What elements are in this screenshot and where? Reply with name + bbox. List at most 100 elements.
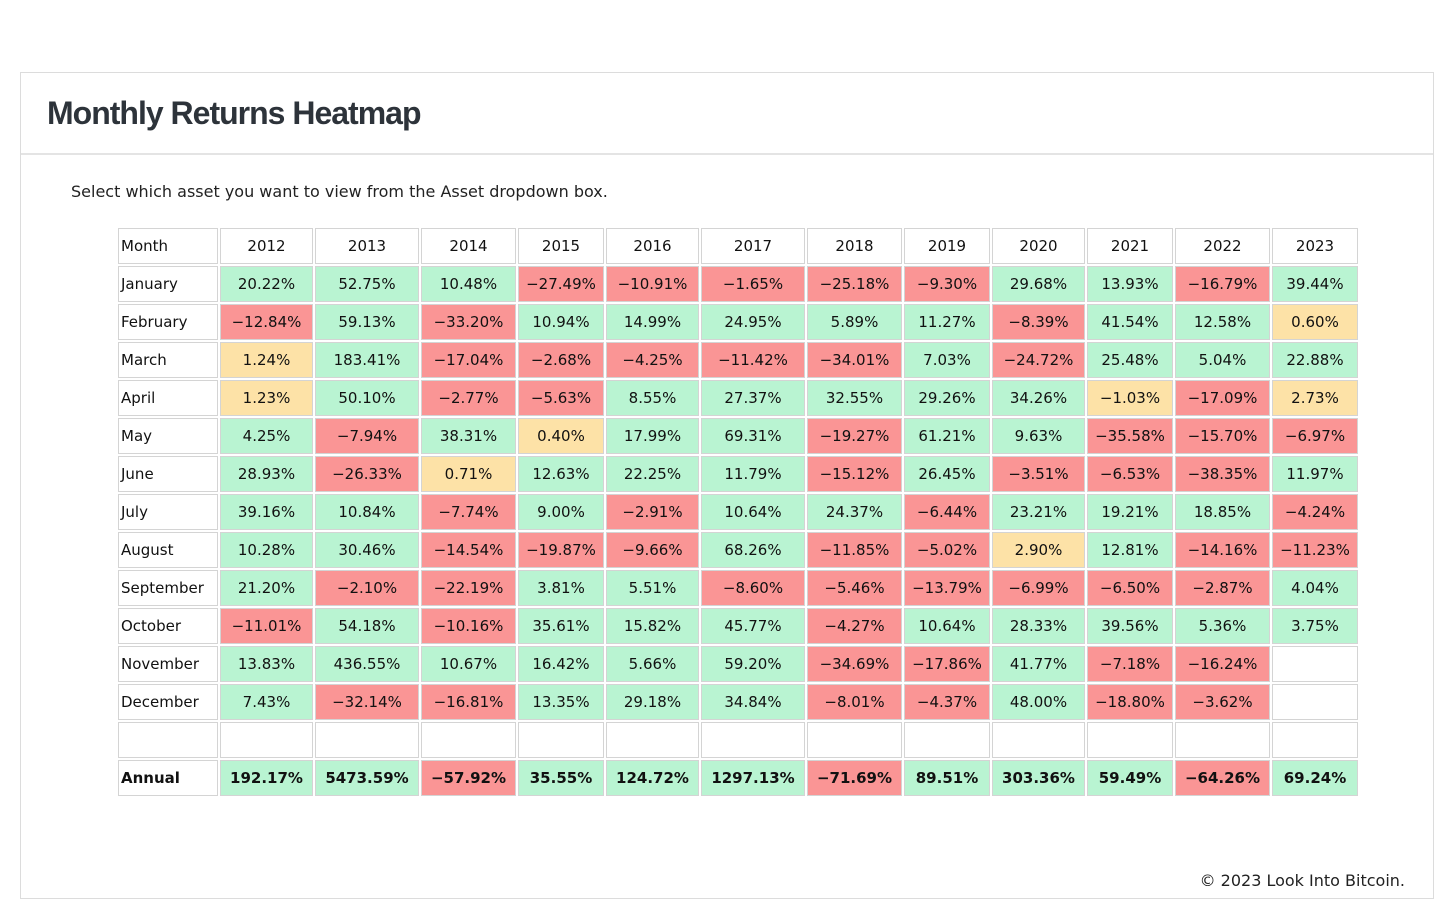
year-header-2016: 2016 <box>606 228 699 264</box>
heatmap-cell-january-2012: 20.22% <box>220 266 313 302</box>
heatmap-cell-may-2020: 9.63% <box>992 418 1085 454</box>
heatmap-cell-december-2021: −18.80% <box>1087 684 1173 720</box>
heatmap-cell-november-2022: −16.24% <box>1175 646 1270 682</box>
heatmap-cell-june-2017: 11.79% <box>701 456 805 492</box>
heatmap-cell-april-2016: 8.55% <box>606 380 699 416</box>
spacer-cell <box>518 722 604 758</box>
heatmap-cell-november-2021: −7.18% <box>1087 646 1173 682</box>
year-header-2017: 2017 <box>701 228 805 264</box>
heatmap-cell-january-2014: 10.48% <box>421 266 516 302</box>
heatmap-cell-april-2019: 29.26% <box>904 380 990 416</box>
year-header-2012: 2012 <box>220 228 313 264</box>
heatmap-cell-august-2014: −14.54% <box>421 532 516 568</box>
annual-cell-2014: −57.92% <box>421 760 516 796</box>
spacer-cell <box>701 722 805 758</box>
heatmap-cell-december-2014: −16.81% <box>421 684 516 720</box>
heatmap-cell-january-2013: 52.75% <box>315 266 419 302</box>
month-column-header: Month <box>118 228 218 264</box>
heatmap-cell-july-2016: −2.91% <box>606 494 699 530</box>
heatmap-cell-november-2017: 59.20% <box>701 646 805 682</box>
heatmap-cell-september-2022: −2.87% <box>1175 570 1270 606</box>
heatmap-cell-november-2015: 16.42% <box>518 646 604 682</box>
heatmap-cell-may-2023: −6.97% <box>1272 418 1358 454</box>
heatmap-cell-february-2016: 14.99% <box>606 304 699 340</box>
year-header-2019: 2019 <box>904 228 990 264</box>
heatmap-cell-october-2018: −4.27% <box>807 608 902 644</box>
annual-cell-2012: 192.17% <box>220 760 313 796</box>
heatmap-cell-august-2023: −11.23% <box>1272 532 1358 568</box>
heatmap-cell-june-2021: −6.53% <box>1087 456 1173 492</box>
month-label-december: December <box>118 684 218 720</box>
annual-cell-2018: −71.69% <box>807 760 902 796</box>
spacer-cell <box>220 722 313 758</box>
heatmap-cell-february-2017: 24.95% <box>701 304 805 340</box>
heatmap-cell-august-2013: 30.46% <box>315 532 419 568</box>
heatmap-cell-march-2017: −11.42% <box>701 342 805 378</box>
heatmap-cell-november-2016: 5.66% <box>606 646 699 682</box>
heatmap-cell-september-2012: 21.20% <box>220 570 313 606</box>
heatmap-cell-august-2022: −14.16% <box>1175 532 1270 568</box>
heatmap-cell-june-2019: 26.45% <box>904 456 990 492</box>
heatmap-row-september: September 21.20% −2.10% −22.19% 3.81% 5.51% −8… <box>118 570 1358 606</box>
heatmap-cell-january-2019: −9.30% <box>904 266 990 302</box>
heatmap-cell-july-2012: 39.16% <box>220 494 313 530</box>
heatmap-cell-june-2022: −38.35% <box>1175 456 1270 492</box>
spacer-cell <box>421 722 516 758</box>
heatmap-cell-february-2023: 0.60% <box>1272 304 1358 340</box>
heatmap-row-june: June 28.93% −26.33% 0.71% 12.63% 22.25% 11.79%… <box>118 456 1358 492</box>
spacer-cell <box>807 722 902 758</box>
heatmap-cell-april-2021: −1.03% <box>1087 380 1173 416</box>
year-header-2013: 2013 <box>315 228 419 264</box>
heatmap-cell-february-2019: 11.27% <box>904 304 990 340</box>
heatmap-cell-january-2018: −25.18% <box>807 266 902 302</box>
heatmap-row-april: April 1.23% 50.10% −2.77% −5.63% 8.55% 27.37% 3… <box>118 380 1358 416</box>
heatmap-cell-march-2014: −17.04% <box>421 342 516 378</box>
annual-cell-2020: 303.36% <box>992 760 1085 796</box>
copyright-footer: © 2023 Look Into Bitcoin. <box>1199 871 1405 890</box>
heatmap-cell-may-2013: −7.94% <box>315 418 419 454</box>
heatmap-cell-march-2023: 22.88% <box>1272 342 1358 378</box>
heatmap-cell-may-2017: 69.31% <box>701 418 805 454</box>
heatmap-cell-june-2012: 28.93% <box>220 456 313 492</box>
instructions-text: Select which asset you want to view from… <box>71 182 608 201</box>
heatmap-cell-october-2023: 3.75% <box>1272 608 1358 644</box>
heatmap-cell-august-2017: 68.26% <box>701 532 805 568</box>
heatmap-cell-october-2022: 5.36% <box>1175 608 1270 644</box>
month-label-august: August <box>118 532 218 568</box>
month-label-july: July <box>118 494 218 530</box>
heatmap-cell-april-2018: 32.55% <box>807 380 902 416</box>
heatmap-cell-august-2020: 2.90% <box>992 532 1085 568</box>
heatmap-cell-december-2022: −3.62% <box>1175 684 1270 720</box>
year-header-2018: 2018 <box>807 228 902 264</box>
heatmap-cell-february-2013: 59.13% <box>315 304 419 340</box>
heatmap-cell-september-2019: −13.79% <box>904 570 990 606</box>
year-header-2022: 2022 <box>1175 228 1270 264</box>
heatmap-cell-january-2016: −10.91% <box>606 266 699 302</box>
heatmap-cell-september-2020: −6.99% <box>992 570 1085 606</box>
heatmap-cell-may-2015: 0.40% <box>518 418 604 454</box>
annual-cell-2015: 35.55% <box>518 760 604 796</box>
annual-cell-2016: 124.72% <box>606 760 699 796</box>
page-title: Monthly Returns Heatmap <box>47 95 421 131</box>
heatmap-cell-february-2021: 41.54% <box>1087 304 1173 340</box>
heatmap-row-august: August 10.28% 30.46% −14.54% −19.87% −9.66% 68… <box>118 532 1358 568</box>
month-label-june: June <box>118 456 218 492</box>
heatmap-cell-april-2014: −2.77% <box>421 380 516 416</box>
year-header-2021: 2021 <box>1087 228 1173 264</box>
heatmap-cell-july-2023: −4.24% <box>1272 494 1358 530</box>
heatmap-cell-december-2023 <box>1272 684 1358 720</box>
heatmap-cell-january-2017: −1.65% <box>701 266 805 302</box>
heatmap-cell-august-2019: −5.02% <box>904 532 990 568</box>
heatmap-cell-july-2022: 18.85% <box>1175 494 1270 530</box>
heatmap-cell-july-2020: 23.21% <box>992 494 1085 530</box>
heatmap-cell-september-2018: −5.46% <box>807 570 902 606</box>
annual-cell-2021: 59.49% <box>1087 760 1173 796</box>
heatmap-cell-december-2012: 7.43% <box>220 684 313 720</box>
heatmap-cell-december-2017: 34.84% <box>701 684 805 720</box>
heatmap-cell-december-2018: −8.01% <box>807 684 902 720</box>
monthly-returns-heatmap: Month 2012 2013 2014 2015 2016 2017 2018 2019 20… <box>116 226 1360 798</box>
heatmap-cell-december-2016: 29.18% <box>606 684 699 720</box>
heatmap-cell-march-2021: 25.48% <box>1087 342 1173 378</box>
heatmap-cell-june-2014: 0.71% <box>421 456 516 492</box>
heatmap-cell-february-2012: −12.84% <box>220 304 313 340</box>
